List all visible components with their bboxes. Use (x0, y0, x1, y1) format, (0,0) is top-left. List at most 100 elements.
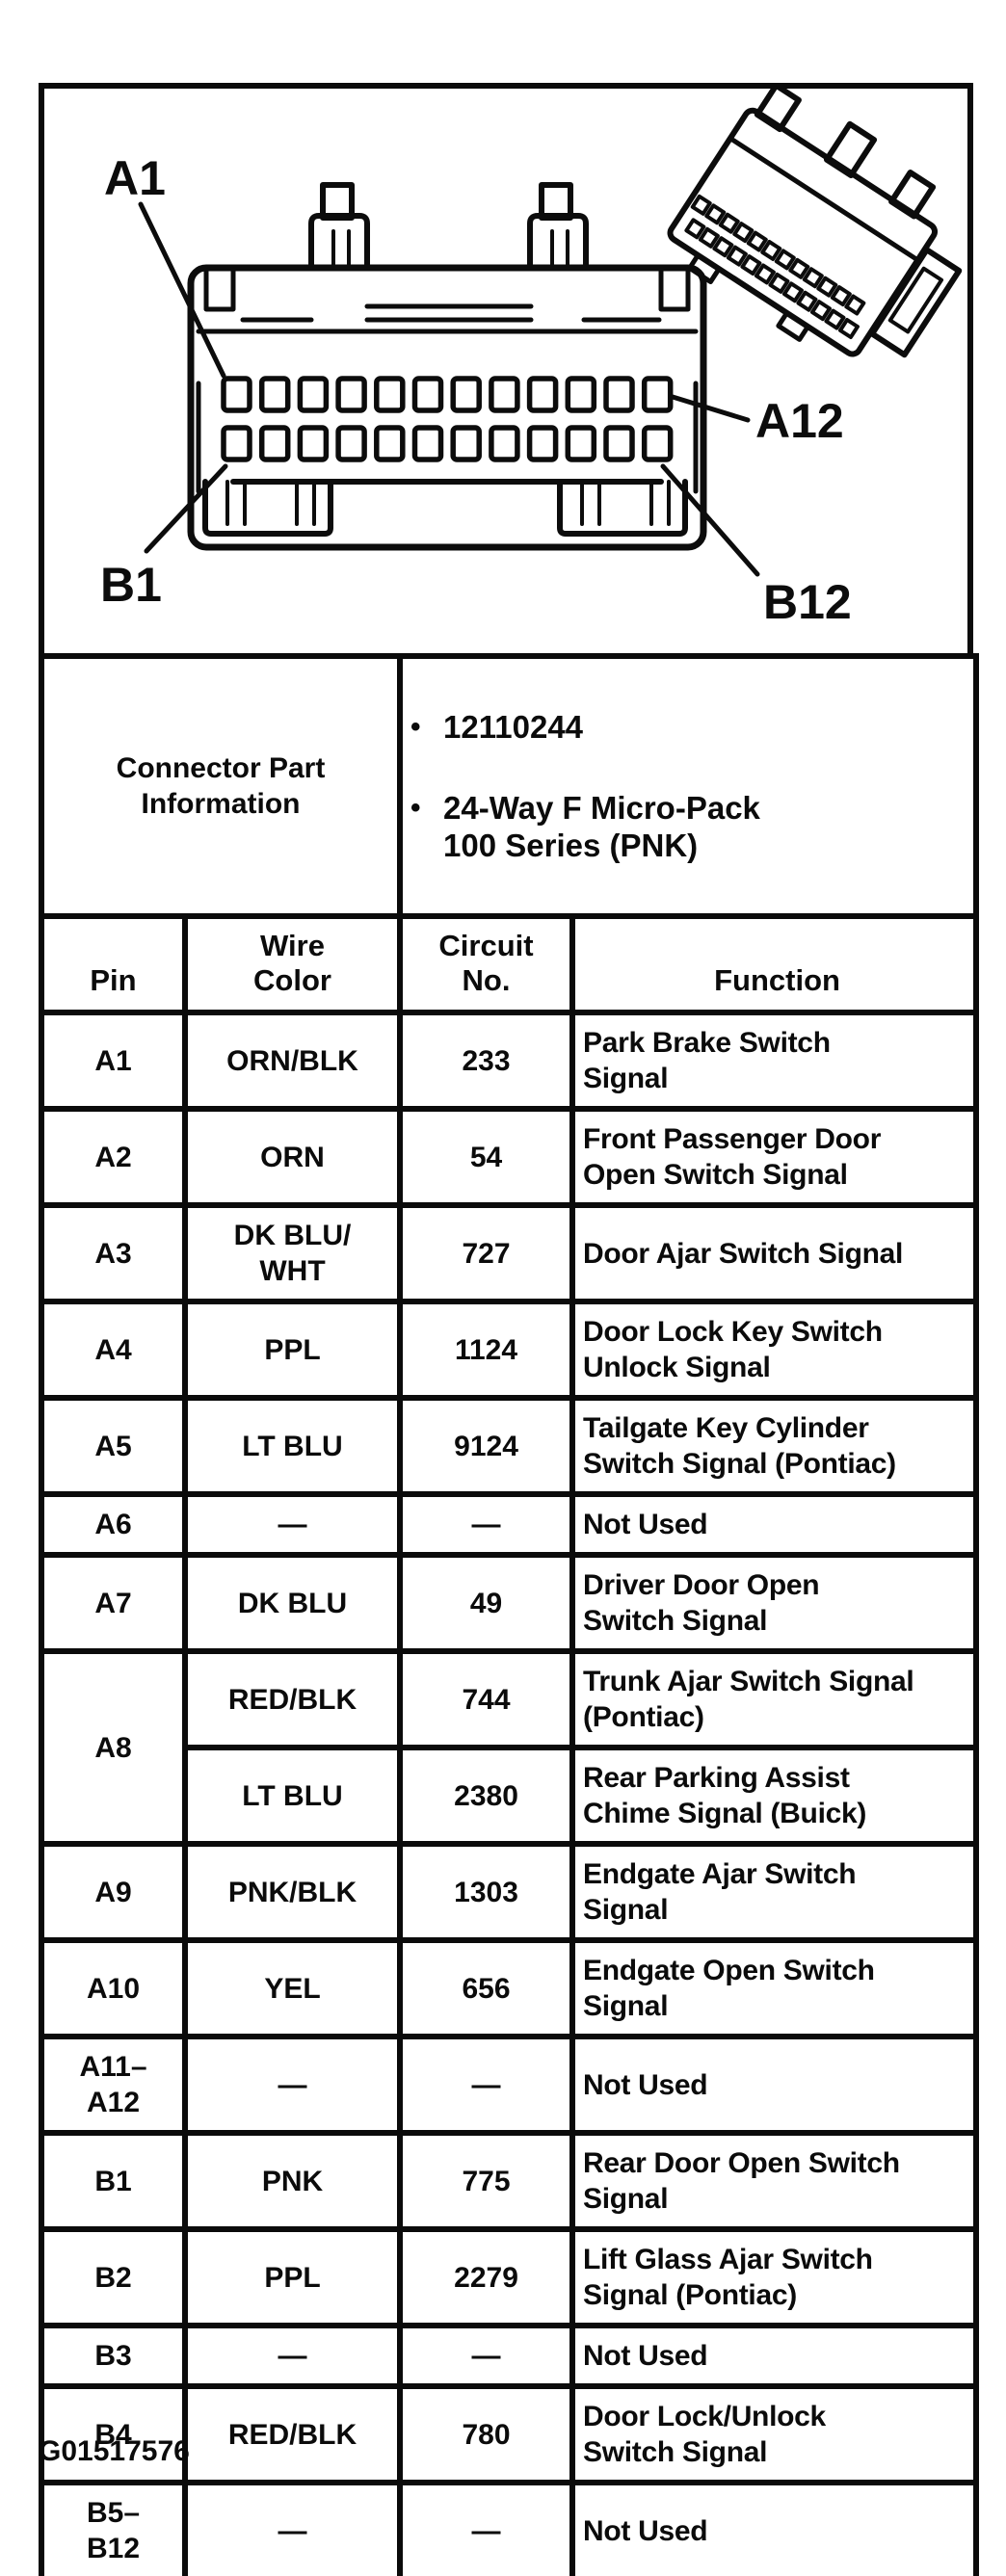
function-cell: Not Used (569, 2034, 980, 2136)
circuit-no-cell: 727 (397, 1202, 576, 1304)
function-cell: Not Used (569, 2323, 980, 2389)
function-cell: Endgate Ajar Switch Signal (569, 1841, 980, 1943)
pin-label-a12: A12 (755, 394, 844, 448)
pin-cell: A4 (39, 1299, 188, 1401)
header-wire-color: Wire Color (181, 913, 404, 1015)
pin-cell: B2 (39, 2226, 188, 2328)
wire-color-cell: LT BLU (181, 1745, 404, 1847)
table-row: A4 PPL 1124 Door Lock Key Switch Unlock Sig… (39, 1299, 980, 1401)
wire-color-cell: RED/BLK (181, 1648, 404, 1750)
circuit-no-cell: 9124 (397, 1395, 576, 1497)
function-cell: Tailgate Key Cylinder Switch Signal (Pon… (569, 1395, 980, 1497)
circuit-no-cell: 49 (397, 1552, 576, 1654)
bottom-latch-right (557, 479, 688, 537)
table-row: B3— — Not Used (39, 2323, 980, 2389)
bullet-icon: • (410, 792, 421, 824)
table-row: A5 LT BLU 9124 Tailgate Key Cylinder Switch… (39, 1395, 980, 1497)
wire-color-cell: DK BLU (181, 1552, 404, 1654)
top-tab-left (308, 182, 370, 271)
connector-type-item: • 24-Way F Micro-Pack 100 Series (PNK) (410, 789, 966, 864)
table-row: B2 PPL 2279 Lift Glass Ajar Switch Signal (… (39, 2226, 980, 2328)
table-row: B1 PNK 775 Rear Door Open Switch Signal (39, 2130, 980, 2232)
connector-info-row: Connector Part Information • 12110244 • … (38, 653, 980, 919)
header-circuit-no: Circuit No. (397, 913, 576, 1015)
function-cell: Driver Door Open Switch Signal (569, 1552, 980, 1654)
pin-cell: A10 (39, 1937, 188, 2039)
function-cell: Door Lock Key Switch Unlock Signal (569, 1299, 980, 1401)
top-tab-right (527, 182, 589, 271)
function-cell: Rear Door Open Switch Signal (569, 2130, 980, 2232)
table-row: A11– A12— — Not Used (39, 2034, 980, 2136)
circuit-no-cell: 780 (397, 2383, 576, 2485)
circuit-no-cell: 656 (397, 1937, 576, 2039)
pin-cell: A5 (39, 1395, 188, 1497)
function-cell: Front Passenger Door Open Switch Signal (569, 1106, 980, 1208)
pin-grid (221, 376, 674, 462)
pin-cell: B1 (39, 2130, 188, 2232)
circuit-no-cell: — (397, 2034, 576, 2136)
header-pin: Pin (39, 913, 188, 1015)
pin-cell: B5– B12 (39, 2480, 188, 2576)
table-row: A8 RED/BLK 744 Trunk Ajar Switch Signal (Po… (39, 1648, 980, 1847)
function-cell: Lift Glass Ajar Switch Signal (Pontiac) (569, 2226, 980, 2328)
wire-color-cell: — (181, 1491, 404, 1558)
wire-color-cell: ORN (181, 1106, 404, 1208)
circuit-no-cell: — (397, 2480, 576, 2576)
connector-pinout-table: Connector Part Information • 12110244 • … (38, 653, 980, 2576)
wire-color-cell: PPL (181, 1299, 404, 1401)
function-cell: Endgate Open Switch Signal (569, 1937, 980, 2039)
bottom-latch-left (202, 479, 333, 537)
wire-color-cell: DK BLU/ WHT (181, 1202, 404, 1304)
connector-diagram-box: A1 A12 B1 B12 (39, 83, 973, 653)
pin-label-b1: B1 (100, 558, 162, 612)
circuit-no-cell: 744 (397, 1648, 576, 1750)
function-cell: Door Lock/Unlock Switch Signal (569, 2383, 980, 2485)
wire-color-cell: RED/BLK (181, 2383, 404, 2485)
table-row: LT BLU 2380 Rear Parking Assist Chime Sign… (41, 1745, 980, 1847)
pin-cell: A8 (39, 1648, 188, 1847)
wire-color-cell: PPL (181, 2226, 404, 2328)
circuit-no-cell: 2279 (397, 2226, 576, 2328)
mini-connector-3d (667, 89, 963, 358)
connector-diagram: A1 A12 B1 B12 (100, 89, 963, 629)
table-row: B4 RED/BLK 780 Door Lock/Unlock Switch Sign… (39, 2383, 980, 2485)
table-row: A3 DK BLU/ WHT 727 Door Ajar Switch Signal (39, 1202, 980, 1304)
leader-lines (138, 201, 760, 577)
header-function: Function (569, 913, 980, 1015)
pin-cell: A1 (39, 1010, 188, 1112)
table-row: B5– B12— — Not Used (39, 2480, 980, 2576)
bullet-icon: • (410, 711, 421, 743)
pin-cell: B3 (39, 2323, 188, 2389)
pin-label-b12: B12 (763, 575, 852, 629)
circuit-no-cell: 1124 (397, 1299, 576, 1401)
wire-color-cell: YEL (181, 1937, 404, 2039)
circuit-no-cell: 1303 (397, 1841, 576, 1943)
leader-a12 (670, 394, 751, 423)
circuit-no-cell: 54 (397, 1106, 576, 1208)
function-cell: Not Used (569, 1491, 980, 1558)
table-row: A7 DK BLU 49 Driver Door Open Switch Signal (39, 1552, 980, 1654)
function-cell: Rear Parking Assist Chime Signal (Buick) (569, 1745, 980, 1847)
function-cell: Trunk Ajar Switch Signal (Pontiac) (569, 1648, 980, 1750)
leader-a1 (138, 201, 226, 379)
wire-color-cell: — (181, 2480, 404, 2576)
table-row: A10 YEL 656 Endgate Open Switch Signal (39, 1937, 980, 2039)
pin-cell: B4 (39, 2383, 188, 2485)
pin-cell: A2 (39, 1106, 188, 1208)
connector-info-details: • 12110244 • 24-Way F Micro-Pack 100 Ser… (397, 653, 980, 919)
leader-b12 (660, 463, 760, 577)
wire-color-cell: PNK/BLK (181, 1841, 404, 1943)
pin-cell: A6 (39, 1491, 188, 1558)
pin-cell: A11– A12 (39, 2034, 188, 2136)
table-row: A9 PNK/BLK 1303 Endgate Ajar Switch Signal (39, 1841, 980, 1943)
wire-color-cell: ORN/BLK (181, 1010, 404, 1112)
function-cell: Park Brake Switch Signal (569, 1010, 980, 1112)
circuit-no-cell: 2380 (397, 1745, 576, 1847)
pin-cell: A3 (39, 1202, 188, 1304)
connector-info-title: Connector Part Information (38, 653, 404, 919)
circuit-no-cell: — (397, 1491, 576, 1558)
part-number-item: • 12110244 (410, 708, 966, 746)
mini-pin-grid (684, 194, 866, 339)
pin-label-a1: A1 (104, 151, 166, 205)
wire-color-cell: — (181, 2323, 404, 2389)
